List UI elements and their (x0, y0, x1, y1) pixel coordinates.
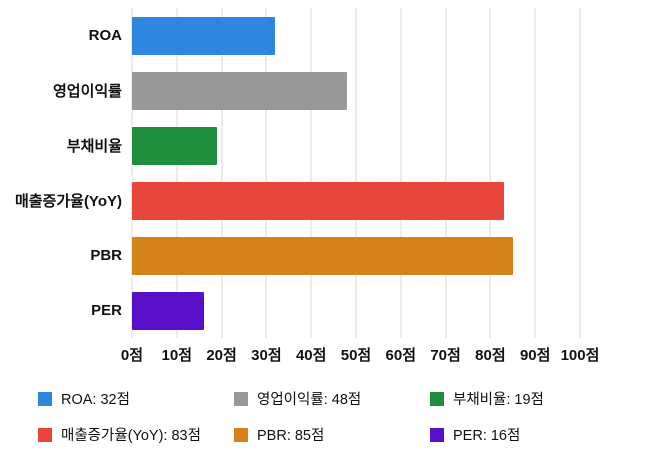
gridline (489, 8, 491, 338)
gridline (445, 8, 447, 338)
legend-item: PER: 16점 (430, 424, 626, 445)
bar (132, 291, 204, 330)
x-tick-label: 20점 (206, 347, 237, 364)
gridline (131, 8, 133, 338)
bar (132, 236, 513, 275)
legend-swatch (234, 427, 248, 442)
bar (132, 16, 276, 55)
legend-item: 매출증가율(YoY): 83점 (38, 424, 234, 445)
legend-label: ROA: 32점 (61, 392, 130, 408)
category-label: 부채비율 (66, 138, 122, 155)
legend-item: PBR: 85점 (234, 424, 430, 445)
gridline (579, 8, 581, 338)
x-tick-label: 30점 (251, 347, 282, 364)
gridline (265, 8, 267, 338)
legend-swatch (234, 391, 248, 406)
x-tick-label: 100점 (560, 347, 600, 364)
x-tick-label: 70점 (430, 347, 461, 364)
x-tick-label: 90점 (519, 347, 551, 364)
legend-label: 부채비율: 19점 (453, 392, 544, 408)
x-tick-label: 40점 (295, 347, 327, 364)
bar (132, 181, 504, 220)
legend-swatch (38, 391, 52, 406)
gridline (355, 8, 357, 338)
legend-swatch (38, 427, 52, 442)
legend-swatch (430, 391, 444, 406)
gridline (221, 8, 223, 338)
legend-item: 영업이익률: 48점 (234, 388, 430, 409)
bar (132, 71, 348, 110)
plot-area (131, 8, 581, 338)
value-axis: 0점 10점 20점 30점 40점 50점 60점 70점 80점 90점 100점 (121, 344, 599, 366)
category-label: ROA (88, 27, 122, 44)
legend-label: 매출증가율(YoY): 83점 (61, 428, 201, 444)
category-label: 영업이익률 (52, 83, 122, 100)
legend-item: ROA: 32점 (38, 388, 234, 409)
bar (132, 126, 218, 165)
legend-label: PBR: 85점 (257, 428, 325, 444)
x-tick-label: 10점 (161, 347, 193, 364)
legend-label: PER: 16점 (453, 428, 521, 444)
category-label: 매출증가율(YoY) (14, 193, 122, 210)
legend-item: 부채비율: 19점 (430, 388, 626, 409)
legend-swatch (430, 427, 444, 442)
legend-label: 영업이익률: 48점 (257, 392, 362, 408)
category-label: PER (91, 302, 122, 319)
gridline (176, 8, 178, 338)
x-tick-label: 80점 (475, 347, 506, 364)
gridline (400, 8, 402, 338)
x-tick-label: 50점 (340, 347, 372, 364)
gridline (534, 8, 536, 338)
x-tick-label: 0점 (120, 347, 144, 364)
x-tick-label: 60점 (385, 347, 417, 364)
gridline (310, 8, 312, 338)
category-label: PBR (90, 247, 122, 264)
